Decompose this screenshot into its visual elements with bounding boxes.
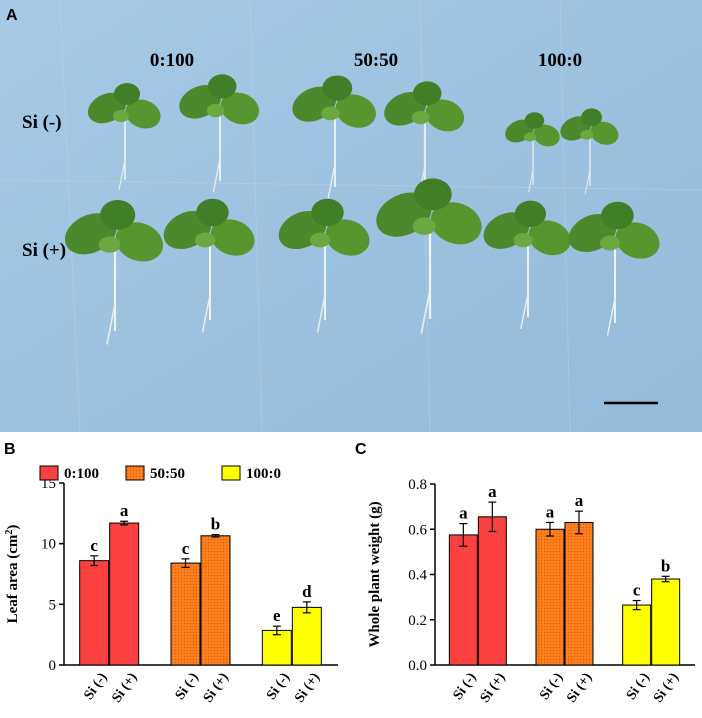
y-tick-label: 0.4 bbox=[408, 568, 427, 584]
y-tick-label: 10 bbox=[41, 537, 56, 553]
x-tick-label: Si (-) bbox=[81, 670, 110, 703]
significance-letter: e bbox=[273, 606, 281, 625]
ratio-label-100-0: 100:0 bbox=[538, 50, 582, 71]
bar bbox=[535, 528, 565, 666]
bar bbox=[261, 629, 292, 666]
x-tick-label: Si (+) bbox=[201, 670, 232, 705]
bar bbox=[564, 521, 594, 666]
bar bbox=[200, 535, 231, 666]
x-tick-label: Si (-) bbox=[451, 670, 480, 703]
significance-letter: a bbox=[488, 482, 497, 501]
x-tick-label: Si (+) bbox=[651, 670, 682, 705]
legend-swatch bbox=[221, 465, 241, 481]
significance-letter: a bbox=[546, 502, 555, 521]
significance-letter: b bbox=[661, 556, 670, 575]
ratio-label-50-50: 50:50 bbox=[354, 50, 398, 71]
bar bbox=[477, 516, 507, 666]
significance-letter: a bbox=[459, 504, 468, 523]
significance-letter: c bbox=[182, 539, 190, 558]
x-tick-label: Si (-) bbox=[173, 670, 202, 703]
bar bbox=[109, 522, 140, 666]
legend-entry: 100:0 bbox=[246, 466, 281, 482]
y-tick-label: 0.2 bbox=[408, 613, 427, 629]
bar bbox=[291, 606, 322, 666]
y-tick-label: 0.8 bbox=[408, 477, 427, 493]
ratio-label-0-100: 0:100 bbox=[150, 50, 194, 71]
legend-swatch bbox=[125, 465, 145, 481]
x-tick-label: Si (+) bbox=[564, 670, 595, 705]
whole-plant-weight-chart: C 0.0 0.2 0.4 0.6 0.8 Whole plant weight (g) a S… bbox=[355, 441, 695, 706]
row-label-si-minus: Si (-) bbox=[22, 112, 62, 133]
y-tick-label: 0.0 bbox=[408, 658, 427, 674]
row-label-si-plus: Si (+) bbox=[22, 240, 66, 261]
plant-photo-panel: A 0:100 50:50 100:0 Si (-) Si (+) bbox=[0, 0, 702, 432]
bar bbox=[79, 560, 110, 666]
panel-label: B bbox=[4, 441, 16, 458]
x-tick-label: Si (-) bbox=[624, 670, 653, 703]
significance-letter: c bbox=[633, 581, 641, 600]
bar bbox=[448, 534, 478, 666]
bar bbox=[651, 578, 681, 666]
y-axis-title: Leaf area (cm2) bbox=[4, 525, 22, 624]
panel-label: C bbox=[355, 441, 367, 458]
legend-entry: 0:100 bbox=[64, 466, 99, 482]
x-tick-label: Si (-) bbox=[537, 670, 566, 703]
x-tick-label: Si (+) bbox=[292, 670, 323, 705]
y-tick-label: 0.6 bbox=[408, 522, 427, 538]
bar bbox=[622, 604, 652, 666]
significance-letter: c bbox=[90, 536, 98, 555]
significance-letter: a bbox=[575, 491, 584, 510]
significance-letter: b bbox=[211, 515, 220, 534]
x-tick-label: Si (+) bbox=[110, 670, 141, 705]
significance-letter: d bbox=[302, 582, 312, 601]
x-tick-label: Si (+) bbox=[478, 670, 509, 705]
panel-a-label: A bbox=[6, 7, 18, 24]
legend-entry: 50:50 bbox=[150, 466, 185, 482]
y-axis-title: Whole plant weight (g) bbox=[367, 501, 383, 647]
y-tick-label: 0 bbox=[49, 658, 57, 674]
x-tick-label: Si (-) bbox=[264, 670, 293, 703]
bar bbox=[170, 562, 201, 666]
significance-letter: a bbox=[120, 501, 129, 520]
legend-swatch bbox=[39, 465, 59, 481]
y-tick-label: 5 bbox=[49, 597, 57, 613]
